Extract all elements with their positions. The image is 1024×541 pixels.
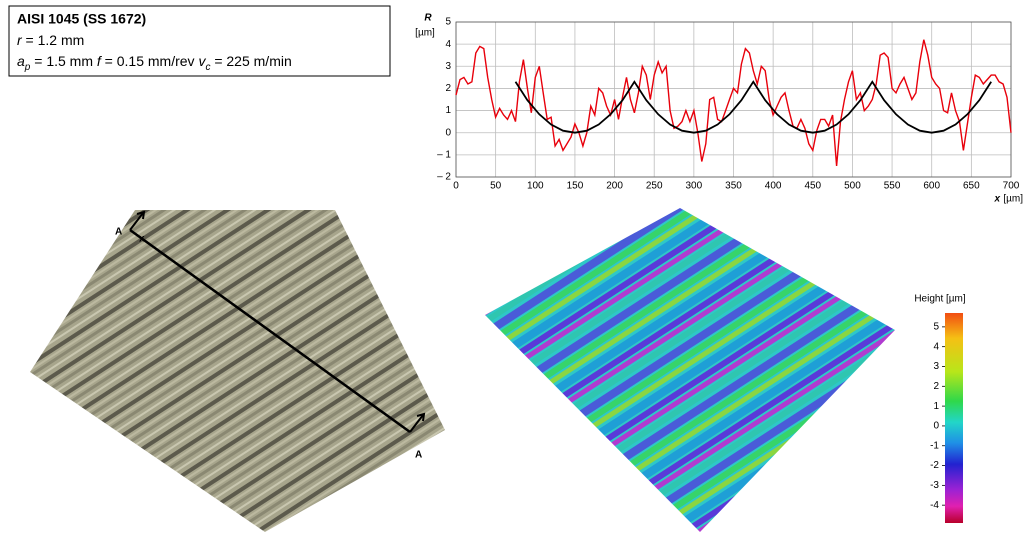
x-tick-label: 150 — [567, 181, 584, 192]
text-part: v — [198, 53, 206, 69]
height-map — [485, 208, 895, 532]
y-tick-label: 1 — [445, 105, 451, 116]
text-part: = 1.5 mm — [30, 53, 97, 69]
x-tick-label: 50 — [490, 181, 502, 192]
series-line — [455, 39, 1012, 166]
y-tick-label: 0 — [445, 127, 451, 138]
x-tick-label: 0 — [453, 181, 459, 192]
text-part: p — [24, 62, 31, 73]
y-tick-label: – 1 — [437, 149, 451, 160]
colorbar-tick-label: 0 — [933, 421, 939, 432]
section-line — [129, 228, 411, 434]
colorbar-tick-label: -1 — [930, 440, 939, 451]
text-part: = 225 m/min — [210, 53, 291, 69]
colorbar-tick-label: -2 — [930, 460, 939, 471]
axis-label: x — [139, 234, 145, 245]
x-tick-label: 450 — [804, 181, 821, 192]
material-title: AISI 1045 (SS 1672) — [17, 11, 146, 27]
y-tick-label: 5 — [445, 17, 451, 28]
arrow — [129, 210, 146, 231]
y-axis-label: R — [424, 13, 432, 24]
colorbar-tick-label: 1 — [933, 401, 939, 412]
colorbar — [945, 313, 963, 523]
x-tick-label: 650 — [963, 181, 980, 192]
arrow — [409, 412, 426, 433]
surface-photo — [30, 210, 445, 532]
x-tick-label: 400 — [765, 181, 782, 192]
x-tick-label: 700 — [1003, 181, 1020, 192]
cutting-parameters: ap = 1.5 mm f = 0.15 mm/rev vc = 225 m/m… — [17, 53, 292, 73]
text-part: a — [17, 53, 25, 69]
plot-frame — [455, 21, 1012, 178]
colorbar-tick-label: 5 — [933, 322, 939, 333]
x-tick-label: 600 — [923, 181, 940, 192]
x-axis-unit: [µm] — [1003, 194, 1023, 205]
colorbar-tick-label: -4 — [930, 500, 939, 511]
text-part: = 1.2 mm — [22, 32, 85, 48]
colorbar-tick-label: 2 — [933, 381, 939, 392]
text-part: c — [205, 62, 210, 73]
section-label: A — [115, 227, 122, 238]
series-line — [514, 80, 992, 134]
text-part: = 0.15 mm/rev — [101, 53, 199, 69]
x-axis-label: x — [993, 194, 1000, 205]
nose-radius: r = 1.2 mm — [17, 32, 84, 48]
colorbar-tick-label: 4 — [933, 341, 939, 352]
y-tick-label: 2 — [445, 83, 451, 94]
x-tick-label: 350 — [725, 181, 742, 192]
x-tick-label: 550 — [884, 181, 901, 192]
text-part: r — [17, 32, 23, 48]
info-box: AISI 1045 (SS 1672) r = 1.2 mm ap = 1.5 … — [8, 5, 391, 77]
y-tick-label: 3 — [445, 61, 451, 72]
x-tick-label: 250 — [646, 181, 663, 192]
info-box-frame — [8, 5, 391, 77]
x-tick-label: 300 — [686, 181, 703, 192]
y-tick-label: – 2 — [437, 172, 451, 183]
y-axis-unit: [µm] — [415, 28, 435, 39]
y-tick-label: 4 — [445, 39, 451, 50]
colorbar-label: Height [µm] — [914, 294, 966, 305]
x-tick-label: 200 — [606, 181, 623, 192]
x-tick-label: 500 — [844, 181, 861, 192]
colorbar-tick-label: 3 — [933, 361, 939, 372]
text-part: f — [97, 53, 103, 69]
x-tick-label: 100 — [527, 181, 544, 192]
section-label: A — [415, 450, 422, 461]
colorbar-tick-label: -3 — [930, 480, 939, 491]
